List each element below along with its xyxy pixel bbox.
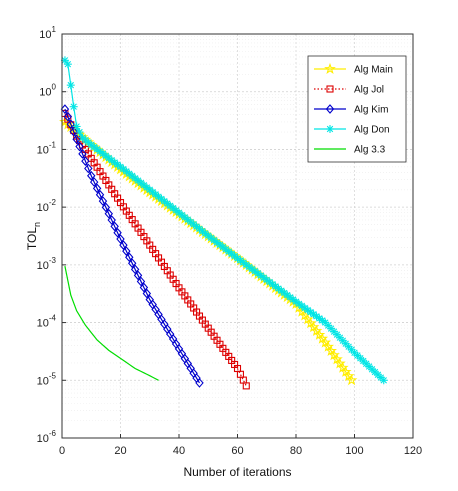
series-marker — [63, 111, 73, 122]
legend-label: Alg 3.3 — [354, 145, 386, 156]
series-marker — [69, 102, 78, 111]
series-marker — [328, 348, 340, 361]
series-alg-kim — [60, 104, 204, 388]
series-marker — [127, 258, 137, 269]
series-marker — [379, 376, 388, 385]
series-marker — [101, 202, 111, 213]
y-tick-label: 10-1 — [37, 140, 57, 156]
x-tick-label: 80 — [290, 445, 302, 457]
axis-ticks: 0 20 40 60 80 100 120 10-6 10-5 10-4 10-3 10-2 10-1 1… — [37, 25, 423, 457]
legend: Alg Main Alg Jol Alg Kim Alg Don Alg 3.3 — [307, 55, 407, 163]
y-axis-label-text: TOLn — [25, 222, 42, 250]
y-tick-label: 100 — [39, 83, 56, 99]
series-marker — [125, 252, 134, 263]
series-marker — [110, 221, 119, 232]
legend-marker — [326, 85, 334, 93]
series-marker — [325, 344, 337, 356]
legend-marker — [326, 125, 334, 133]
series-marker — [334, 357, 346, 369]
series-marker — [139, 282, 149, 293]
series-marker — [130, 264, 140, 275]
series-marker — [98, 196, 108, 206]
legend-label: Alg Don — [354, 125, 390, 136]
legend-label: Alg Jol — [354, 85, 384, 96]
y-tick-label: 10-3 — [37, 256, 57, 272]
series-marker — [331, 353, 343, 365]
series-layer — [59, 56, 388, 390]
series-marker — [104, 208, 114, 219]
y-tick-label: 10-2 — [37, 198, 57, 214]
series-marker — [133, 270, 143, 281]
series-marker — [319, 336, 332, 348]
legend-entry: Alg Jol — [314, 85, 384, 96]
x-tick-label: 60 — [231, 445, 243, 457]
series-marker — [75, 128, 84, 137]
legend-label: Alg Main — [354, 65, 393, 76]
y-axis-label: TOLn — [25, 222, 42, 250]
series-marker — [116, 234, 125, 244]
legend-entry: Alg Main — [314, 62, 393, 76]
legend-entry: Alg Kim — [314, 104, 388, 116]
y-tick-label: 10-4 — [37, 314, 57, 330]
x-tick-label: 40 — [173, 445, 185, 457]
series-marker — [75, 141, 84, 152]
x-axis-label: Number of iterations — [183, 465, 291, 479]
series-marker — [322, 340, 335, 352]
series-alg-don — [60, 56, 388, 385]
series-marker — [122, 246, 131, 256]
series-marker — [339, 365, 352, 377]
legend-marker — [325, 104, 335, 114]
series-marker — [336, 361, 349, 373]
series-marker — [107, 215, 116, 225]
series-alg-3-3 — [64, 266, 159, 381]
series-marker — [66, 119, 76, 130]
legend-label: Alg Kim — [354, 105, 388, 116]
y-tick-label: 101 — [39, 25, 56, 41]
legend-marker — [324, 62, 336, 74]
series-marker — [119, 240, 128, 250]
series-marker — [60, 104, 70, 114]
series-marker — [345, 374, 358, 386]
series-line — [64, 266, 159, 381]
x-tick-label: 120 — [404, 445, 422, 457]
series-marker — [113, 227, 122, 238]
series-marker — [72, 122, 81, 131]
x-tick-label: 100 — [345, 445, 363, 457]
series-marker — [78, 149, 87, 159]
series-marker — [242, 382, 250, 390]
series-marker — [342, 369, 355, 382]
series-marker — [142, 288, 152, 299]
series-marker — [69, 126, 78, 137]
legend-entry: Alg Don — [314, 125, 390, 136]
series-marker — [89, 177, 99, 187]
y-tick-label: 10-5 — [37, 371, 57, 387]
series-marker — [81, 156, 90, 166]
series-marker — [87, 170, 96, 181]
series-marker — [195, 378, 204, 388]
series-marker — [66, 81, 75, 90]
y-tick-label: 10-6 — [37, 429, 57, 445]
x-tick-label: 20 — [114, 445, 126, 457]
series-marker — [136, 276, 146, 287]
legend-entry: Alg 3.3 — [314, 145, 386, 156]
x-tick-label: 0 — [59, 445, 65, 457]
series-marker — [84, 163, 93, 174]
series-marker — [95, 189, 105, 200]
series-marker — [92, 183, 102, 194]
series-marker — [63, 60, 72, 69]
